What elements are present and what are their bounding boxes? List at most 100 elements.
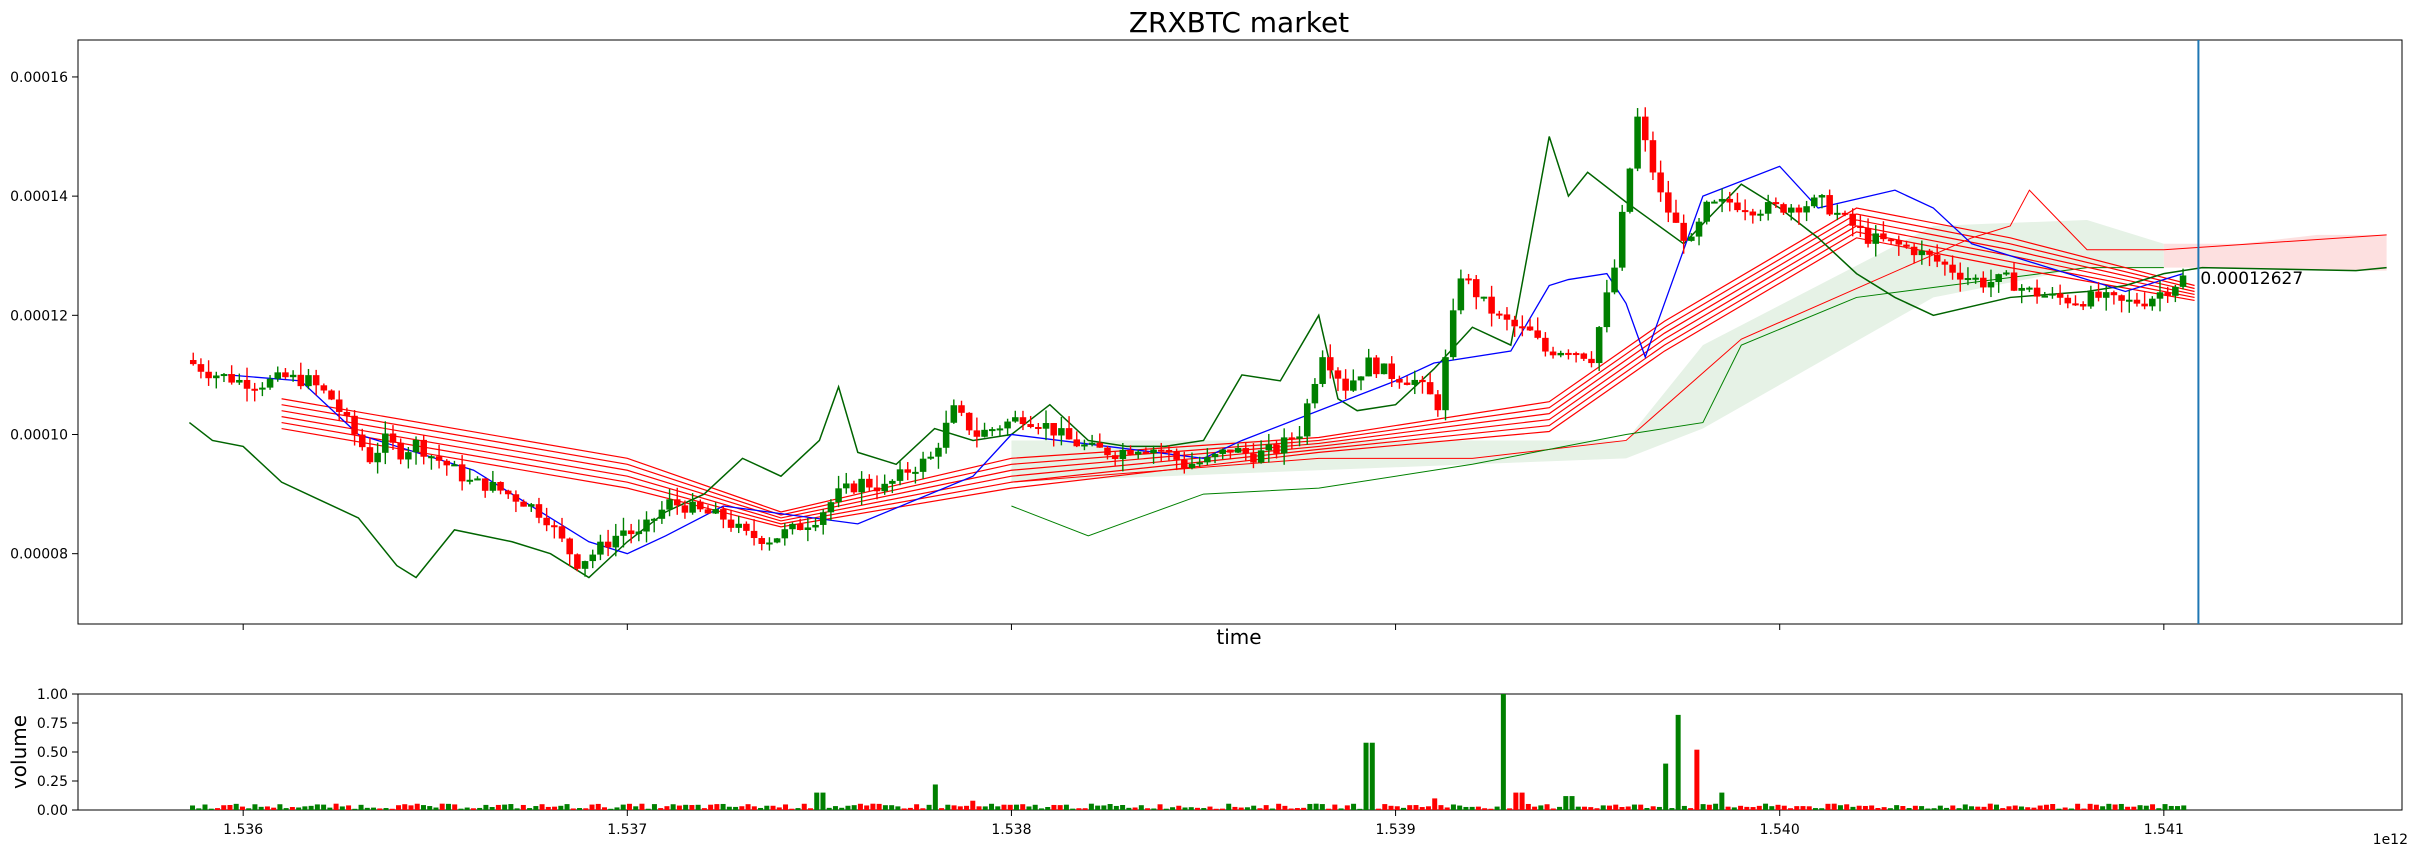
candle-body [2018,287,2025,291]
volume-bar [552,806,558,810]
volume-bar [2062,807,2068,810]
candle-body [1864,227,1872,244]
volume-bar [252,804,258,810]
candle-body [1511,319,1518,327]
candle-body [850,483,858,493]
candle-body [2126,299,2133,302]
candle-body [1726,198,1734,203]
volume-bar [202,804,208,810]
candle-body [597,541,604,555]
volume-x-tick-label: 1.538 [991,822,1031,838]
volume-bar [1020,804,1026,810]
volume-bar [795,808,801,810]
candle-body [1795,207,1803,213]
candle-body [1695,221,1703,237]
candle-body [2079,304,2087,307]
volume-bar [720,803,726,810]
candle-body [1050,423,1057,436]
volume-bar [1719,792,1725,810]
candle-body [220,374,228,377]
candle-body [358,434,366,448]
volume-bar [564,804,570,810]
candle-body [643,519,650,532]
volume-x-tick-label: 1.537 [607,822,647,838]
candle-body [896,469,904,481]
candle-body [1972,277,1979,280]
volume-bar [1738,805,1744,810]
moving-average-line [281,225,2195,522]
volume-bar [1663,763,1669,810]
volume-bar [1488,808,1494,810]
candle-body [650,518,658,521]
volume-bar [832,806,838,810]
candle-body [1426,382,1434,395]
volume-bar [789,808,795,810]
volume-bar [1812,808,1818,810]
volume-bar [1937,805,1943,810]
cloud-edge-line [1011,189,2387,483]
volume-bar [1138,805,1144,810]
volume-bar [227,804,233,810]
chart-title: ZRXBTC market [1129,6,1349,39]
volume-bar [1613,804,1619,810]
candle-body [743,523,750,531]
candle-body [2010,272,2018,291]
volume-bar [764,805,770,810]
volume-bar [2143,805,2149,810]
volume-bar [396,805,402,810]
volume-bar [1145,808,1151,810]
volume-bar [2056,808,2062,810]
volume-y-tick-label: 0.00 [37,803,68,819]
candle-body [766,542,773,545]
volume-bar [2112,804,2118,810]
volume-bar [1288,808,1294,810]
candle-body [904,469,911,473]
volume-bar [1244,807,1250,810]
candle-body [1941,261,1949,265]
volume-bar [1294,808,1300,810]
volume-bar [283,808,289,810]
volume-bar [1425,806,1431,810]
volume-bar [2162,804,2168,810]
candle-body [382,433,389,453]
candle-body [1857,225,1864,228]
candle-body [551,525,558,528]
volume-bar [1831,803,1837,810]
candle-body [466,479,474,482]
volume-bar [1862,805,1868,810]
volume-bar [602,807,607,810]
volume-bar [1875,808,1881,810]
y-tick-label: 0.00016 [10,70,68,86]
candle-body [727,519,735,528]
candle-body [543,517,550,526]
volume-bar [1082,808,1088,810]
volume-bar [1962,804,1968,810]
volume-bar [1638,804,1644,810]
volume-bar [1400,807,1406,810]
candle-body [1319,357,1326,384]
volume-bar [190,805,196,810]
volume-bar [1095,805,1101,810]
candle-body [428,456,435,459]
volume-bar [1694,749,1700,810]
volume-bar [271,807,277,810]
candle-body [1880,233,1887,240]
candle-body [2041,295,2049,298]
volume-bar [783,804,789,810]
candle-body [1073,439,1081,447]
volume-bar [1650,806,1656,810]
volume-bar [689,805,695,810]
candle-body [1811,197,1818,207]
volume-bar [1444,807,1450,810]
volume-bar [1675,714,1681,810]
candle-body [1472,279,1480,298]
volume-bar [976,806,982,810]
moving-average-line [281,213,2195,516]
main-plot-area: 0.00012627 0.00008 0.00010 0.00012 0.00014 0.… [10,40,2387,630]
volume-bar [1326,808,1332,810]
volume-bar [1582,806,1588,810]
candle-body [1065,428,1073,440]
candle-body [205,371,212,379]
candle-body [2118,295,2125,301]
volume-bar [1631,804,1637,810]
